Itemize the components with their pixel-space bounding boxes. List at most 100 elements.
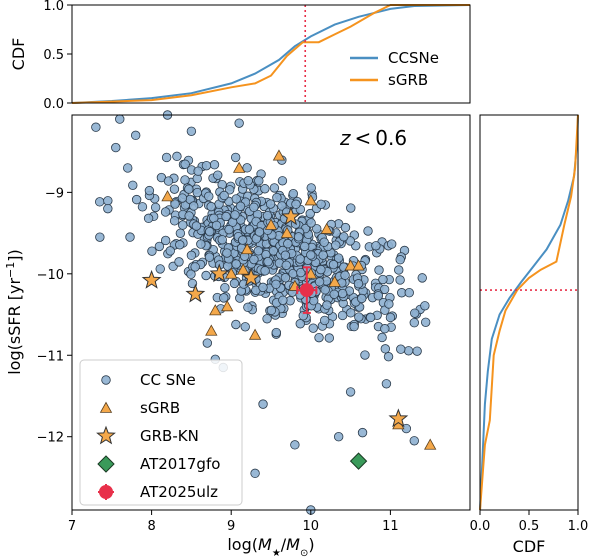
top-panel: 0.0 0.5 1.0 CDF CCSNe sGRB — [9, 0, 471, 112]
top-marks — [71, 4, 471, 104]
legend-items: CC SNe sGRB GRB-KN AT2017gfo AT2025ulz — [96, 371, 220, 501]
cc-sne-point — [137, 202, 148, 212]
cc-sne-point — [417, 273, 427, 283]
sgrb-point — [304, 267, 317, 279]
cc-sne-point — [191, 221, 202, 231]
at2017gfo-point — [349, 452, 368, 470]
sgrb-point — [161, 190, 174, 202]
cc-sne-point — [333, 253, 344, 263]
cc-sne-point — [95, 197, 105, 207]
sgrb-point — [209, 304, 222, 316]
cc-sne-point — [283, 238, 293, 249]
cc-sne-point — [230, 152, 241, 163]
legend-marker-sgrb — [99, 401, 113, 413]
cc-sne-point — [224, 224, 234, 235]
cc-sne-point — [380, 344, 391, 354]
cc-sne-point — [237, 235, 248, 245]
main-x-ticks: 7 8 9 10 11 — [68, 510, 399, 534]
grb-kn-point — [141, 269, 162, 289]
cc-sne-point — [420, 301, 430, 311]
cc-sne-point — [115, 114, 125, 124]
cc-sne-point — [381, 379, 392, 389]
cc-sne-point — [144, 185, 155, 196]
cc-sne-point — [123, 163, 133, 173]
cc-sne-point — [217, 235, 227, 245]
cc-sne-point — [290, 440, 300, 450]
cc-sne-point — [277, 201, 287, 211]
right-cdf-sgrb — [479, 114, 579, 511]
cc-sne-point — [234, 118, 244, 128]
cc-sne-point — [131, 194, 142, 205]
top-y-ticks: 0.0 0.5 1.0 — [43, 0, 72, 112]
grb-kn-point — [241, 267, 262, 287]
cc-sne-point — [396, 344, 406, 354]
x-tick-label: 9 — [227, 519, 235, 534]
cc-sne-point — [253, 246, 264, 256]
cc-sne-point — [308, 323, 318, 333]
cc-sne-point — [209, 159, 220, 170]
cc-sne-point — [213, 170, 223, 180]
x-tick-label: 11 — [382, 519, 399, 534]
cc-sne-point — [377, 332, 387, 343]
cc-sne-point — [385, 312, 396, 323]
legend-label: GRB-KN — [140, 427, 199, 445]
cc-sne-point — [260, 184, 270, 194]
top-legend-box — [340, 40, 462, 98]
cc-sne-point — [175, 240, 185, 250]
cc-sne-point — [320, 285, 330, 295]
cc-sne-point — [329, 289, 339, 299]
cc-sne-point — [306, 250, 316, 260]
cc-sne-point — [277, 176, 288, 186]
cc-sne-point — [231, 319, 241, 330]
grb-kn-point — [388, 408, 409, 428]
cc-sne-point — [278, 295, 288, 305]
cc-sne-point — [160, 207, 171, 217]
top-cdf-sgrb — [71, 4, 470, 104]
cc-sne-point — [271, 279, 281, 290]
sgrb-point — [352, 259, 365, 271]
sgrb-point — [280, 226, 294, 238]
cc-sne-point — [378, 274, 388, 285]
y-tick-label: −10 — [37, 268, 64, 283]
cc-sne-point — [295, 254, 305, 264]
right-x-tick-label: 0.0 — [470, 519, 491, 534]
cc-sne-point — [254, 227, 265, 237]
top-legend-items: CCSNe sGRB — [350, 49, 439, 89]
sgrb-point — [304, 194, 317, 206]
cc-sne-point — [220, 282, 230, 293]
cc-sne-point — [300, 241, 310, 252]
main-y-axis-label: log(sSFR [yr−1]) — [4, 249, 25, 375]
sgrb-point — [236, 263, 250, 275]
sgrb-point — [344, 259, 357, 271]
cc-sne-point — [95, 232, 105, 242]
legend-marker-at2017gfo — [97, 455, 115, 473]
y-tick-label: −11 — [37, 349, 64, 364]
cc-sne-point — [263, 256, 273, 267]
cc-sne-point — [319, 237, 329, 247]
cc-sne-point — [240, 322, 250, 332]
cc-sne-point — [340, 222, 351, 233]
sgrb-point — [328, 275, 341, 287]
cc-sne-point — [103, 196, 113, 206]
cc-sne-point — [386, 239, 397, 249]
cc-sne-point — [346, 203, 356, 213]
redshift-annotation: z <0.6 — [339, 126, 407, 150]
cc-sne-point — [201, 160, 212, 171]
cc-sne-point — [172, 151, 182, 162]
right-x-tick-label: 0.5 — [519, 519, 540, 534]
cc-sne-point — [204, 252, 215, 262]
sgrb-point — [272, 149, 286, 161]
cc-sne-point — [243, 302, 253, 313]
main-y-ticks: −9 −10 −11 −12 — [37, 186, 72, 446]
legend-label: CC SNe — [140, 371, 196, 389]
cc-sne-point — [111, 142, 121, 153]
cc-sne-point — [395, 255, 405, 265]
legend-label: AT2025ulz — [140, 483, 218, 501]
cc-sne-point — [91, 122, 101, 132]
cc-sne-point — [258, 282, 268, 293]
cc-sne-point — [316, 199, 326, 209]
cc-sne-point — [379, 284, 390, 295]
top-y-tick-label: 0.0 — [43, 97, 64, 112]
cc-sne-point — [410, 308, 420, 318]
